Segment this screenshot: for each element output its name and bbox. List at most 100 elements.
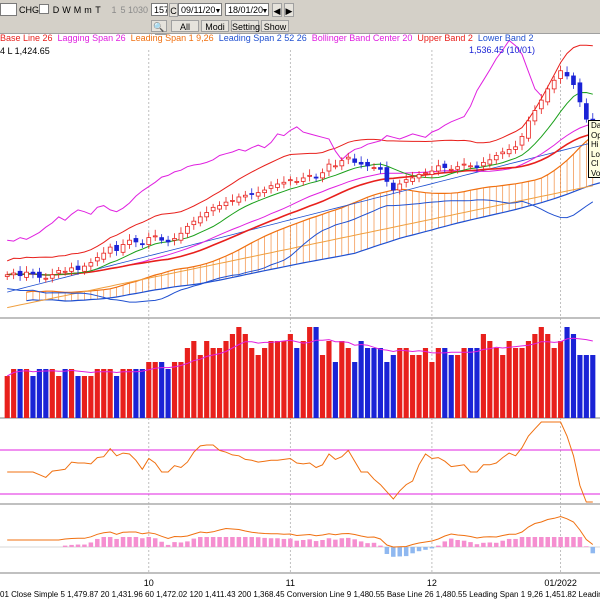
volume-bar bbox=[493, 348, 499, 418]
period-week-button[interactable]: W bbox=[62, 5, 71, 15]
candle-body bbox=[294, 181, 300, 183]
macd-histogram-bar bbox=[152, 538, 158, 547]
symbol-input[interactable] bbox=[0, 3, 17, 16]
end-date-dropdown-icon[interactable]: ▼ bbox=[261, 8, 269, 15]
volume-bar bbox=[467, 348, 474, 418]
volume-bar bbox=[512, 348, 519, 418]
volume-bar bbox=[94, 369, 100, 418]
candle-body bbox=[159, 237, 164, 241]
tooltip-line: Vol bbox=[591, 168, 600, 178]
period-minute-button[interactable]: m bbox=[84, 5, 92, 15]
period-tick-button[interactable]: T bbox=[95, 5, 101, 15]
volume-bar bbox=[204, 341, 210, 418]
start-date-dropdown-icon[interactable]: ▼ bbox=[214, 8, 222, 15]
candle-body bbox=[62, 270, 68, 273]
modi-button[interactable]: Modi bbox=[201, 20, 229, 32]
macd-histogram-bar bbox=[487, 542, 493, 547]
macd-histogram-bar bbox=[429, 547, 435, 549]
volume-bar bbox=[178, 362, 184, 418]
macd-histogram-bar bbox=[410, 547, 415, 554]
minute-5-button[interactable]: 5 bbox=[120, 5, 126, 15]
candle-body bbox=[197, 216, 203, 224]
volume-bar bbox=[107, 369, 113, 418]
legend-item[interactable]: Lagging Span 26 bbox=[57, 33, 126, 43]
legend-item[interactable]: Base Line 26 bbox=[0, 33, 53, 43]
search-button[interactable]: 🔍 bbox=[151, 20, 167, 32]
candle-body bbox=[69, 267, 74, 272]
setting-button[interactable]: Setting bbox=[231, 20, 261, 32]
show-button[interactable]: Show bbox=[261, 20, 289, 32]
volume-bar bbox=[75, 376, 81, 418]
end-date-input[interactable]: 18/01/20 bbox=[225, 3, 269, 16]
macd-histogram-bar bbox=[236, 537, 242, 547]
volume-bar bbox=[126, 369, 133, 418]
macd-histogram-bar bbox=[107, 537, 113, 547]
legend-item[interactable]: Lower Band 2 bbox=[477, 33, 534, 43]
start-date-value: 09/11/20 bbox=[181, 5, 216, 15]
candle-body bbox=[519, 136, 525, 146]
candle-body bbox=[358, 161, 364, 165]
candle-body bbox=[120, 244, 126, 253]
period-day-button[interactable]: D bbox=[52, 5, 60, 15]
lower-band-line bbox=[7, 199, 594, 303]
candle-body bbox=[442, 163, 448, 168]
macd-histogram-bar bbox=[217, 537, 222, 547]
macd-histogram-bar bbox=[300, 540, 306, 547]
volume-bar bbox=[68, 369, 75, 418]
count-input[interactable]: 157 bbox=[151, 3, 168, 16]
candle-body bbox=[307, 174, 312, 177]
candle-body bbox=[365, 161, 370, 167]
period-month-button[interactable]: M bbox=[73, 5, 82, 15]
legend-item[interactable]: Bollinger Band Center 20 bbox=[311, 33, 413, 43]
candle-body bbox=[172, 238, 177, 241]
candle-body bbox=[416, 174, 422, 179]
candle-body bbox=[4, 274, 10, 277]
minute-30-button[interactable]: 30 bbox=[138, 5, 149, 15]
candle-body bbox=[133, 238, 139, 243]
macd-histogram-bar bbox=[88, 542, 94, 547]
chg-checkbox[interactable] bbox=[39, 4, 49, 14]
tooltip-line: Op bbox=[591, 130, 600, 140]
macd-histogram-bar bbox=[358, 541, 364, 547]
candle-body bbox=[56, 270, 62, 274]
volume-bar bbox=[564, 327, 570, 418]
candle-body bbox=[204, 212, 210, 218]
minute-1-button[interactable]: 1 bbox=[111, 5, 117, 15]
volume-bar bbox=[474, 348, 480, 418]
volume-bar bbox=[56, 376, 62, 418]
all-button[interactable]: All bbox=[171, 20, 199, 32]
macd-histogram-bar bbox=[127, 537, 132, 547]
macd-histogram-bar bbox=[230, 537, 235, 547]
volume-bar bbox=[397, 348, 403, 418]
chg-button[interactable]: CHG bbox=[19, 5, 39, 15]
legend-item[interactable]: Upper Band 2 bbox=[417, 33, 473, 43]
candle-body bbox=[429, 170, 435, 175]
volume-bar bbox=[210, 348, 216, 418]
volume-bar bbox=[339, 341, 345, 418]
volume-bar bbox=[416, 355, 422, 418]
candle-body bbox=[577, 82, 583, 103]
candle-body bbox=[378, 167, 383, 170]
next-button[interactable]: ▶ bbox=[284, 3, 294, 17]
legend-item[interactable]: Leading Span 1 9,26 bbox=[130, 33, 214, 43]
volume-bar bbox=[519, 348, 525, 418]
candle-body bbox=[538, 99, 544, 110]
macd-histogram-bar bbox=[397, 547, 402, 557]
volume-bar bbox=[171, 362, 178, 418]
x-tick-label: 11 bbox=[286, 578, 295, 588]
minute-10-button[interactable]: 10 bbox=[128, 5, 139, 15]
volume-bar bbox=[358, 341, 364, 418]
volume-bar bbox=[274, 341, 281, 418]
volume-bar bbox=[352, 362, 358, 418]
start-date-input[interactable]: 09/11/20 bbox=[178, 3, 222, 16]
candle-body bbox=[436, 165, 441, 172]
volume-bar bbox=[300, 341, 306, 418]
macd-histogram-bar bbox=[262, 537, 267, 547]
prev-button[interactable]: ◀ bbox=[272, 3, 282, 17]
volume-bar bbox=[236, 327, 242, 418]
chart-area[interactable]: 10 11 12 01/2022 bbox=[0, 20, 600, 590]
volume-bar bbox=[345, 348, 351, 418]
c-button[interactable]: C bbox=[169, 3, 178, 17]
legend-item[interactable]: Leading Span 2 52 26 bbox=[218, 33, 307, 43]
candle-body bbox=[255, 192, 261, 197]
